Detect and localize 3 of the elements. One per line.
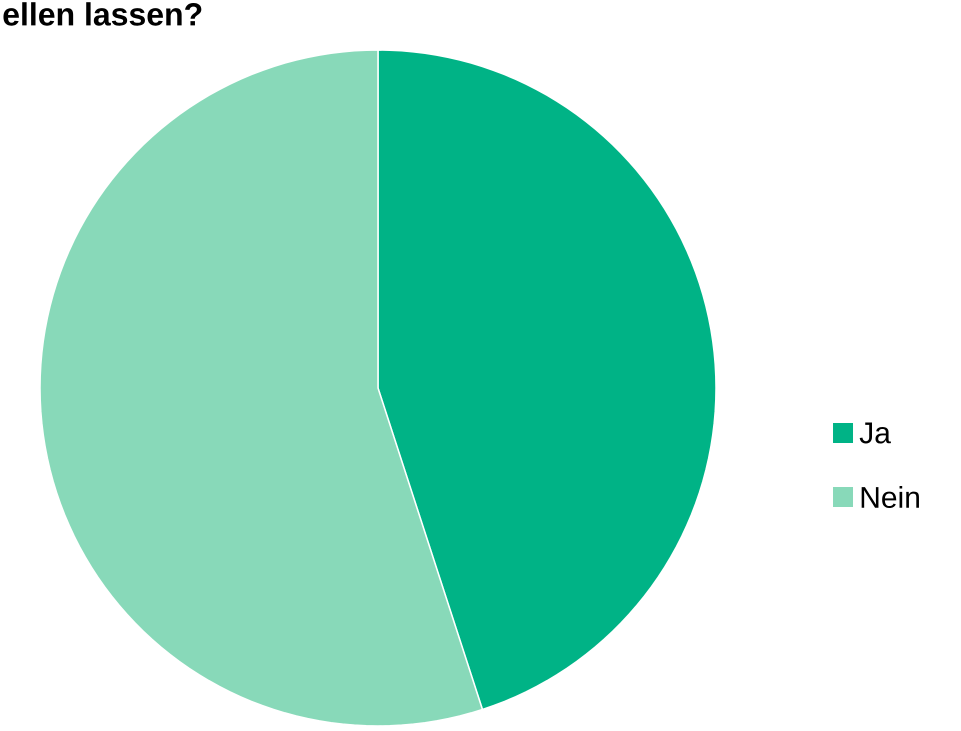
legend-label: Nein — [862, 486, 919, 508]
chart-title: ellen lassen? — [3, 2, 202, 26]
legend-label: Ja — [860, 422, 891, 444]
